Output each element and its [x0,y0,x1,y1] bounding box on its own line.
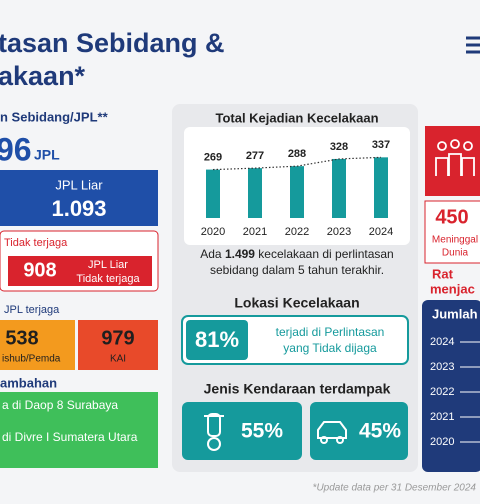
label: JPL Liar [88,259,128,271]
year-label: 2022 [430,386,454,398]
summary: Ada 1.499 kecelakaan di perlintasan [200,247,393,261]
total-unit: JPL [34,147,60,163]
people-icon [435,139,475,176]
footnote: *Update data per 31 Desember 2024 [313,483,477,494]
item: a di Daop 8 Surabaya [2,398,118,412]
deaths-icon-box [425,126,480,196]
summary-text: Ada [200,247,225,261]
kai-box [78,320,158,370]
x-tick-label: 2023 [327,226,351,238]
percent: 81% [195,327,239,352]
location-text: yang Tidak dijaga [283,341,377,355]
percent: 45% [359,420,401,443]
title: tasan Sebidang & [0,28,225,58]
label: ishub/Pemda [2,354,61,365]
summary: sebidang dalam 5 tahun terakhir. [210,263,384,277]
chart-title: Total Kejadian Kecelakaan [215,110,378,125]
section-title: Jenis Kendaraan terdampak [204,381,391,397]
year-label: 2024 [430,336,454,348]
motorcycle-icon [204,413,224,451]
percent-box [186,320,248,360]
jumlah-title: Jumlah [432,306,478,321]
trend-line [212,156,382,171]
x-tick-label: 2021 [243,226,267,238]
rate: Rat [432,266,454,281]
year-label: 2020 [430,436,454,448]
label: Meninggal [432,235,478,246]
value: 979 [101,327,134,349]
x-tick-label: 2024 [369,226,393,238]
deaths-box [424,200,480,264]
bar [290,166,304,218]
location-text: terjadi di Perlintasan [276,325,385,339]
tambahan-box [0,392,158,468]
tidak-terjaga-inner [8,256,152,286]
jumlah-box [422,300,480,472]
total-number: 96 [0,131,32,167]
value: 450 [435,206,468,228]
label: KAI [110,354,126,365]
summary-text: kecelakaan di perlintasan [255,247,394,261]
value: 538 [5,327,38,349]
label: Tidak terjaga [76,273,140,285]
bar [332,158,346,218]
label: JPL Liar [55,177,103,192]
value: 908 [23,259,56,281]
heading: n Sebidang/JPL** [0,109,109,124]
section-title: Lokasi Kecelakaan [234,295,359,311]
value-label: 277 [246,150,264,162]
summary-number: 1.499 [225,247,255,261]
bar [206,169,220,218]
value-label: 269 [204,151,222,163]
rate: menjac [430,281,475,296]
vehicle-box [310,402,408,460]
value-label: 328 [330,141,348,153]
year-label: 2023 [430,361,454,373]
item: di Divre I Sumatera Utara [2,430,138,444]
title: akaan* [0,61,86,91]
x-tick-label: 2020 [201,226,225,238]
liar-box [0,170,158,226]
value: 1.093 [51,196,106,221]
percent: 55% [241,420,283,443]
dishub-box [0,320,75,370]
value-label: 337 [372,139,390,151]
years: 2024 2023 2022 2021 2020 [430,336,480,448]
chart: 269 2020 277 2021 288 2022 328 2023 337 2024 [201,139,393,238]
heading: ambahan [0,375,57,390]
menu-icon [466,36,480,54]
value-label: 288 [288,148,306,160]
label: Dunia [442,248,469,259]
x-tick-label: 2022 [285,226,309,238]
bar [374,157,388,218]
car-icon [317,421,347,444]
label: Tidak terjaga [4,237,68,249]
label: JPL terjaga [4,304,60,316]
year-label: 2021 [430,411,454,423]
bar [248,168,262,218]
